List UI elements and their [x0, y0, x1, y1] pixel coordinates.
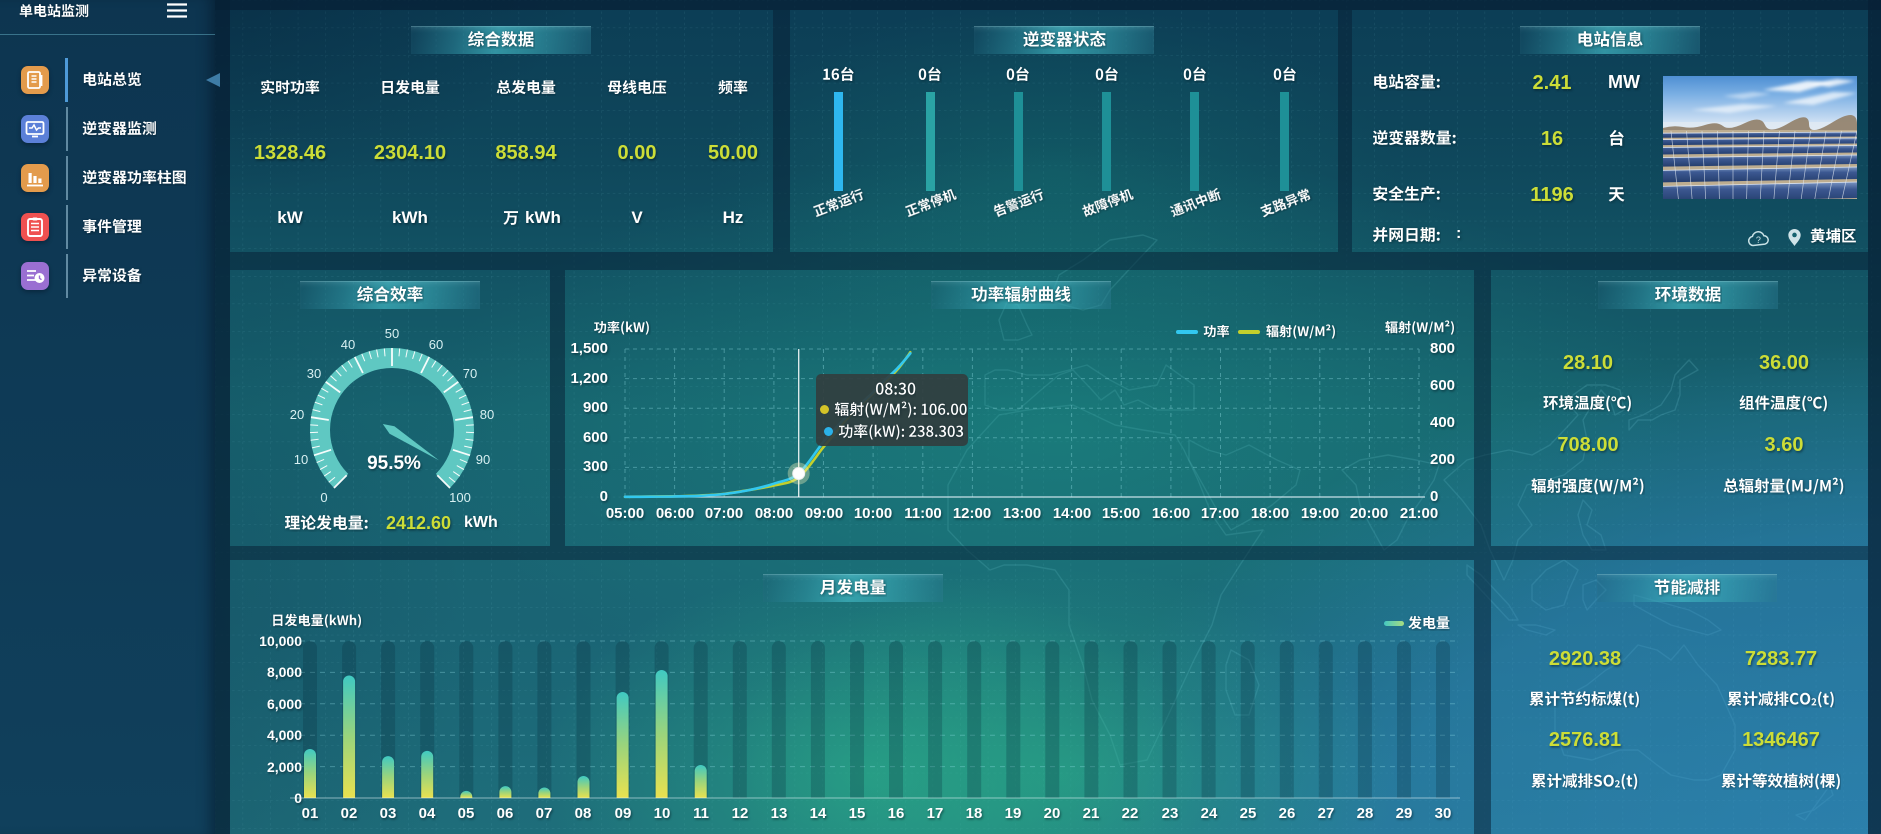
- svg-text:20: 20: [290, 407, 304, 422]
- svg-text:80: 80: [480, 407, 494, 422]
- svg-text:90: 90: [476, 452, 490, 467]
- svg-text:0: 0: [320, 490, 327, 505]
- svg-text:30: 30: [307, 366, 321, 381]
- svg-text:10: 10: [294, 452, 308, 467]
- svg-text:60: 60: [429, 337, 443, 352]
- svg-text:40: 40: [341, 337, 355, 352]
- svg-text:100: 100: [449, 490, 471, 505]
- svg-text:?: ?: [1756, 235, 1761, 245]
- svg-text:50: 50: [385, 326, 399, 341]
- svg-text:70: 70: [463, 366, 477, 381]
